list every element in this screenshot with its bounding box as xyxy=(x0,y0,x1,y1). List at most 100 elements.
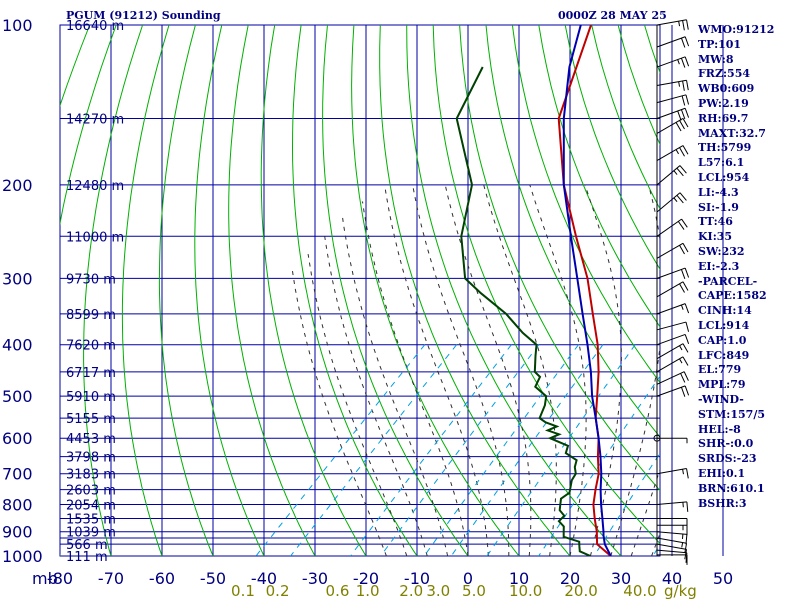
wind-barb xyxy=(656,321,690,332)
index-item: SHR-:0.0 xyxy=(698,437,754,451)
storm-motion-marker xyxy=(653,434,661,442)
height-label: 8599 m xyxy=(66,308,116,323)
pressure-tick-label: 600 xyxy=(2,429,33,448)
dry-adiabat-line xyxy=(291,25,418,556)
index-item: STM:157/5 xyxy=(698,407,765,421)
moist-adiabat-line xyxy=(584,184,622,556)
index-item: BRN:610.1 xyxy=(698,481,765,495)
height-label: 16640 m xyxy=(66,19,124,34)
dewpoint-trace xyxy=(455,66,591,556)
index-item: BSHR:3 xyxy=(698,496,747,510)
wind-barb-column xyxy=(653,19,690,565)
moist-adiabat-line xyxy=(444,184,532,556)
index-item: SI:-1.9 xyxy=(698,200,739,214)
index-item: MW:8 xyxy=(698,52,734,66)
temperature-tick-label: -80 xyxy=(47,569,73,588)
index-item: WB0:609 xyxy=(698,82,755,96)
index-item: KI:35 xyxy=(698,230,733,244)
moist-adiabat-line xyxy=(483,184,557,556)
temperature-tick-label: -40 xyxy=(251,569,277,588)
wind-barb xyxy=(656,267,690,280)
dry-adiabat-line xyxy=(194,25,265,556)
wind-barb xyxy=(656,537,688,554)
wind-barb xyxy=(656,107,690,121)
height-label: 4453 m xyxy=(66,432,116,447)
mixing-ratio-label: 20.0 xyxy=(564,582,597,600)
mixing-ratio-line xyxy=(538,375,660,556)
wind-barb xyxy=(656,242,689,259)
wind-barb xyxy=(656,371,689,385)
dry-adiabat-line xyxy=(379,25,571,556)
pressure-tick-label: 400 xyxy=(2,336,33,355)
mixing-ratio-label: 10.0 xyxy=(509,582,542,600)
pressure-tick-label: 800 xyxy=(2,496,33,515)
temperature-tick-label: -20 xyxy=(353,569,379,588)
dry-adiabat-line xyxy=(432,25,660,545)
moist-adiabat-line xyxy=(529,184,587,556)
temperature-tick-label: 50 xyxy=(713,569,733,588)
mixing-ratio-line xyxy=(486,344,636,556)
wind-barb xyxy=(656,117,689,134)
dry-adiabat-line xyxy=(459,25,660,492)
mixing-ratio-label: 1.0 xyxy=(356,582,380,600)
height-label: 11000 m xyxy=(66,230,124,245)
wind-barb xyxy=(656,165,687,186)
pressure-tick-label: 500 xyxy=(2,387,33,406)
height-label: 2054 m xyxy=(66,499,116,514)
index-item: TT:46 xyxy=(698,215,733,229)
dry-adiabat-line xyxy=(485,25,660,438)
wind-barb xyxy=(656,145,689,161)
height-label: 14270 m xyxy=(66,113,124,128)
height-label: 2603 m xyxy=(66,484,116,499)
mixing-ratio-line xyxy=(255,344,426,556)
moist-adiabat-line xyxy=(610,184,660,556)
pressure-tick-label: 700 xyxy=(2,465,33,484)
moist-adiabat-lines xyxy=(291,184,660,556)
index-item: WMO:91212 xyxy=(698,23,775,36)
isotherm-grid xyxy=(59,25,724,556)
pressure-tick-label: 1000 xyxy=(2,547,43,566)
parcel-trace xyxy=(562,25,612,556)
wind-barb xyxy=(656,468,689,479)
mixing-ratio-line xyxy=(290,344,457,556)
wind-barb xyxy=(657,437,688,444)
pressure-tick-label: 900 xyxy=(2,523,33,542)
index-item: EHI:0.1 xyxy=(698,466,746,480)
valid-time: 0000Z 28 MAY 25 xyxy=(558,9,667,22)
temperature-tick-label: -10 xyxy=(404,569,430,588)
moist-adiabat-line xyxy=(412,184,510,556)
wind-barb xyxy=(656,543,688,560)
wind-barb xyxy=(656,56,690,68)
dry-adiabat-line xyxy=(511,25,660,384)
temperature-tick-label: -60 xyxy=(149,569,175,588)
height-label: 1039 m xyxy=(66,526,116,541)
dry-adiabat-line xyxy=(228,25,316,556)
height-label: 6717 m xyxy=(66,366,116,381)
wind-barb xyxy=(657,518,688,529)
wind-barb xyxy=(656,218,688,237)
mixing-ratio-label: 5.0 xyxy=(462,582,486,600)
wind-barb xyxy=(656,79,689,91)
wind-barb xyxy=(656,531,688,545)
temperature-tick-label: 0 xyxy=(463,569,473,588)
dry-adiabat-line xyxy=(564,25,660,271)
index-item: LCL:914 xyxy=(698,318,750,332)
wind-barb xyxy=(656,281,689,298)
index-item: SRDS:-23 xyxy=(698,452,757,466)
index-item: TP:101 xyxy=(698,37,742,51)
mixing-ratio-line xyxy=(423,344,579,556)
moist-adiabat-line xyxy=(362,201,469,556)
mixing-ratio-line xyxy=(380,344,540,556)
height-label: 1535 m xyxy=(66,513,116,528)
height-label: 566 m xyxy=(66,538,108,553)
sounding-traces xyxy=(455,25,612,556)
temperature-tick-label: 40 xyxy=(662,569,682,588)
wind-barb xyxy=(656,333,690,346)
dry-adiabat-line xyxy=(351,25,520,556)
pressure-unit-label: mb xyxy=(32,569,58,588)
index-item: LFC:849 xyxy=(698,348,750,362)
index-item: L57:6.1 xyxy=(698,156,745,170)
dry-adiabat-line xyxy=(322,25,469,556)
moist-adiabat-line xyxy=(342,217,449,556)
